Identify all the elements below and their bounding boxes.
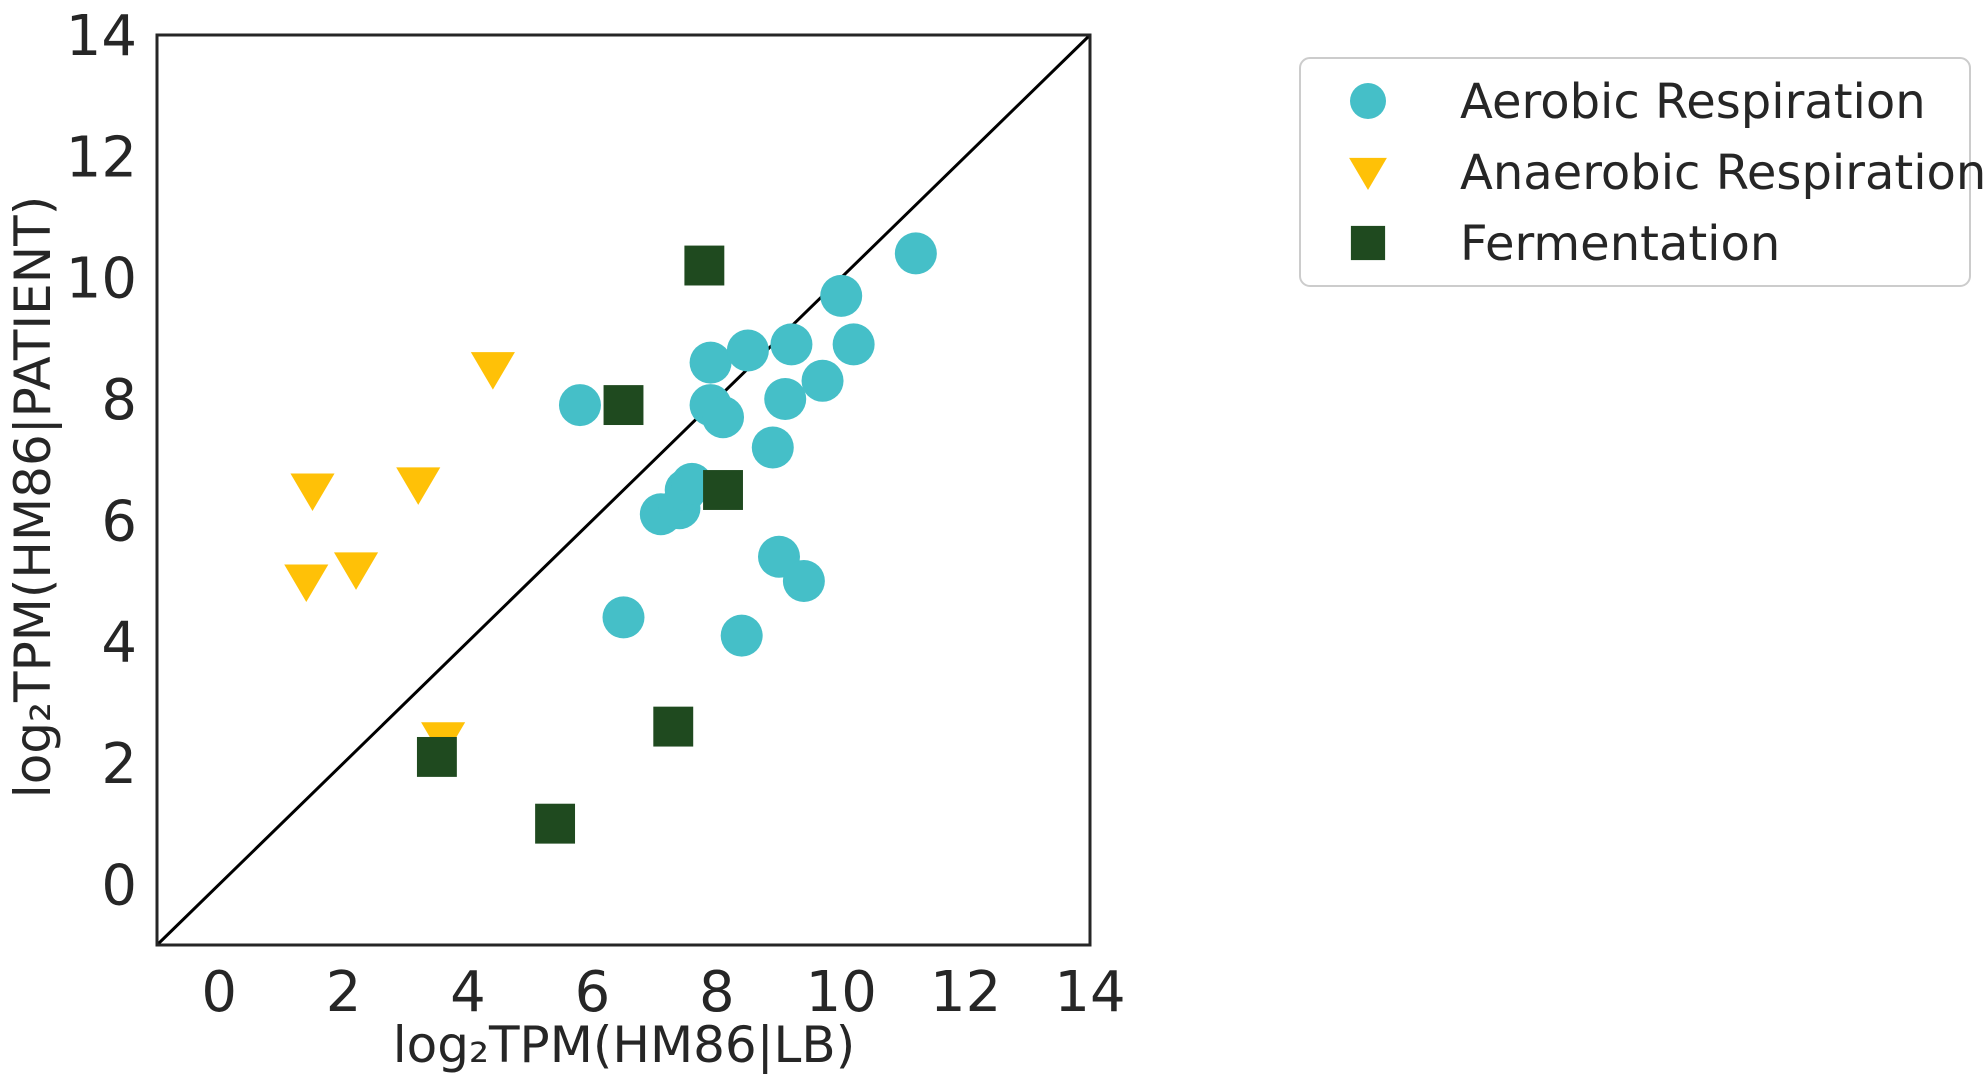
x-tick-label: 10 (806, 960, 877, 1025)
fermentation-point (703, 470, 743, 510)
x-axis-label: log₂TPM(HM86|LB) (393, 1016, 855, 1074)
aerobic-respiration-point (894, 232, 937, 275)
y-tick-label: 10 (66, 247, 137, 312)
aerobic-respiration-point (764, 378, 807, 420)
x-tick-label: 4 (450, 960, 486, 1025)
identity-reference-line (155, 33, 1092, 947)
y-tick-label: 8 (101, 368, 137, 433)
fermentation-point (684, 245, 725, 286)
y-axis-ticks: 0 2 4 6 8 10 12 14 (66, 4, 137, 918)
aerobic-respiration-point (801, 359, 844, 402)
aerobic-respiration-point (832, 323, 875, 366)
x-tick-label: 12 (930, 960, 1001, 1025)
legend-label-aerobic-respiration: Aerobic Respiration (1460, 74, 1926, 130)
y-tick-label: 0 (101, 853, 137, 918)
anaerobic-respiration-point (290, 473, 335, 511)
legend-frame (1299, 57, 1971, 287)
aerobic-respiration-point (770, 323, 813, 366)
legend-marker-fermentation (1350, 225, 1386, 261)
fermentation-point (535, 803, 576, 844)
fermentation-point (653, 706, 694, 747)
aerobic-respiration-point (558, 384, 601, 427)
fermentation-point (416, 736, 457, 777)
legend-label-fermentation: Fermentation (1460, 216, 1780, 272)
anaerobic-respiration-point (396, 467, 441, 505)
data-points (284, 232, 937, 844)
x-tick-label: 2 (326, 960, 362, 1025)
x-tick-label: 8 (699, 960, 735, 1025)
aerobic-respiration-point (670, 462, 713, 505)
x-tick-label: 6 (575, 960, 611, 1025)
x-tick-label: 14 (1054, 960, 1125, 1025)
legend-marker-aerobic-respiration (1350, 83, 1386, 119)
y-tick-label: 6 (101, 489, 137, 554)
aerobic-respiration-point (782, 560, 825, 602)
aerobic-respiration-point (751, 426, 794, 469)
anaerobic-respiration-point (284, 564, 329, 602)
y-tick-label: 12 (66, 125, 137, 190)
aerobic-respiration-point (602, 596, 645, 639)
y-tick-label: 14 (66, 4, 137, 69)
aerobic-respiration-point (820, 274, 863, 317)
legend-marker-anaerobic-respiration (1349, 157, 1387, 190)
legend-items: Aerobic Respiration Anaerobic Respiration… (1349, 74, 1984, 272)
anaerobic-respiration-point (470, 352, 515, 390)
aerobic-respiration-point (726, 329, 769, 372)
legend: Aerobic Respiration Anaerobic Respiration… (1299, 57, 1984, 287)
aerobic-respiration-point (720, 614, 763, 657)
axes-frame (155, 33, 1092, 947)
y-tick-label: 4 (101, 611, 137, 676)
fermentation-point (603, 385, 644, 426)
legend-label-anaerobic-respiration: Anaerobic Respiration (1460, 145, 1984, 201)
aerobic-respiration-point (689, 341, 732, 384)
y-tick-label: 2 (101, 732, 137, 797)
x-axis-ticks: 0 2 4 6 8 10 12 14 (201, 960, 1125, 1025)
plot-area (155, 33, 1092, 947)
anaerobic-respiration-point (333, 552, 379, 590)
x-tick-label: 0 (201, 960, 237, 1025)
y-axis-label: log₂TPM(HM86|PATIENT) (4, 196, 62, 798)
aerobic-respiration-point (702, 396, 745, 439)
